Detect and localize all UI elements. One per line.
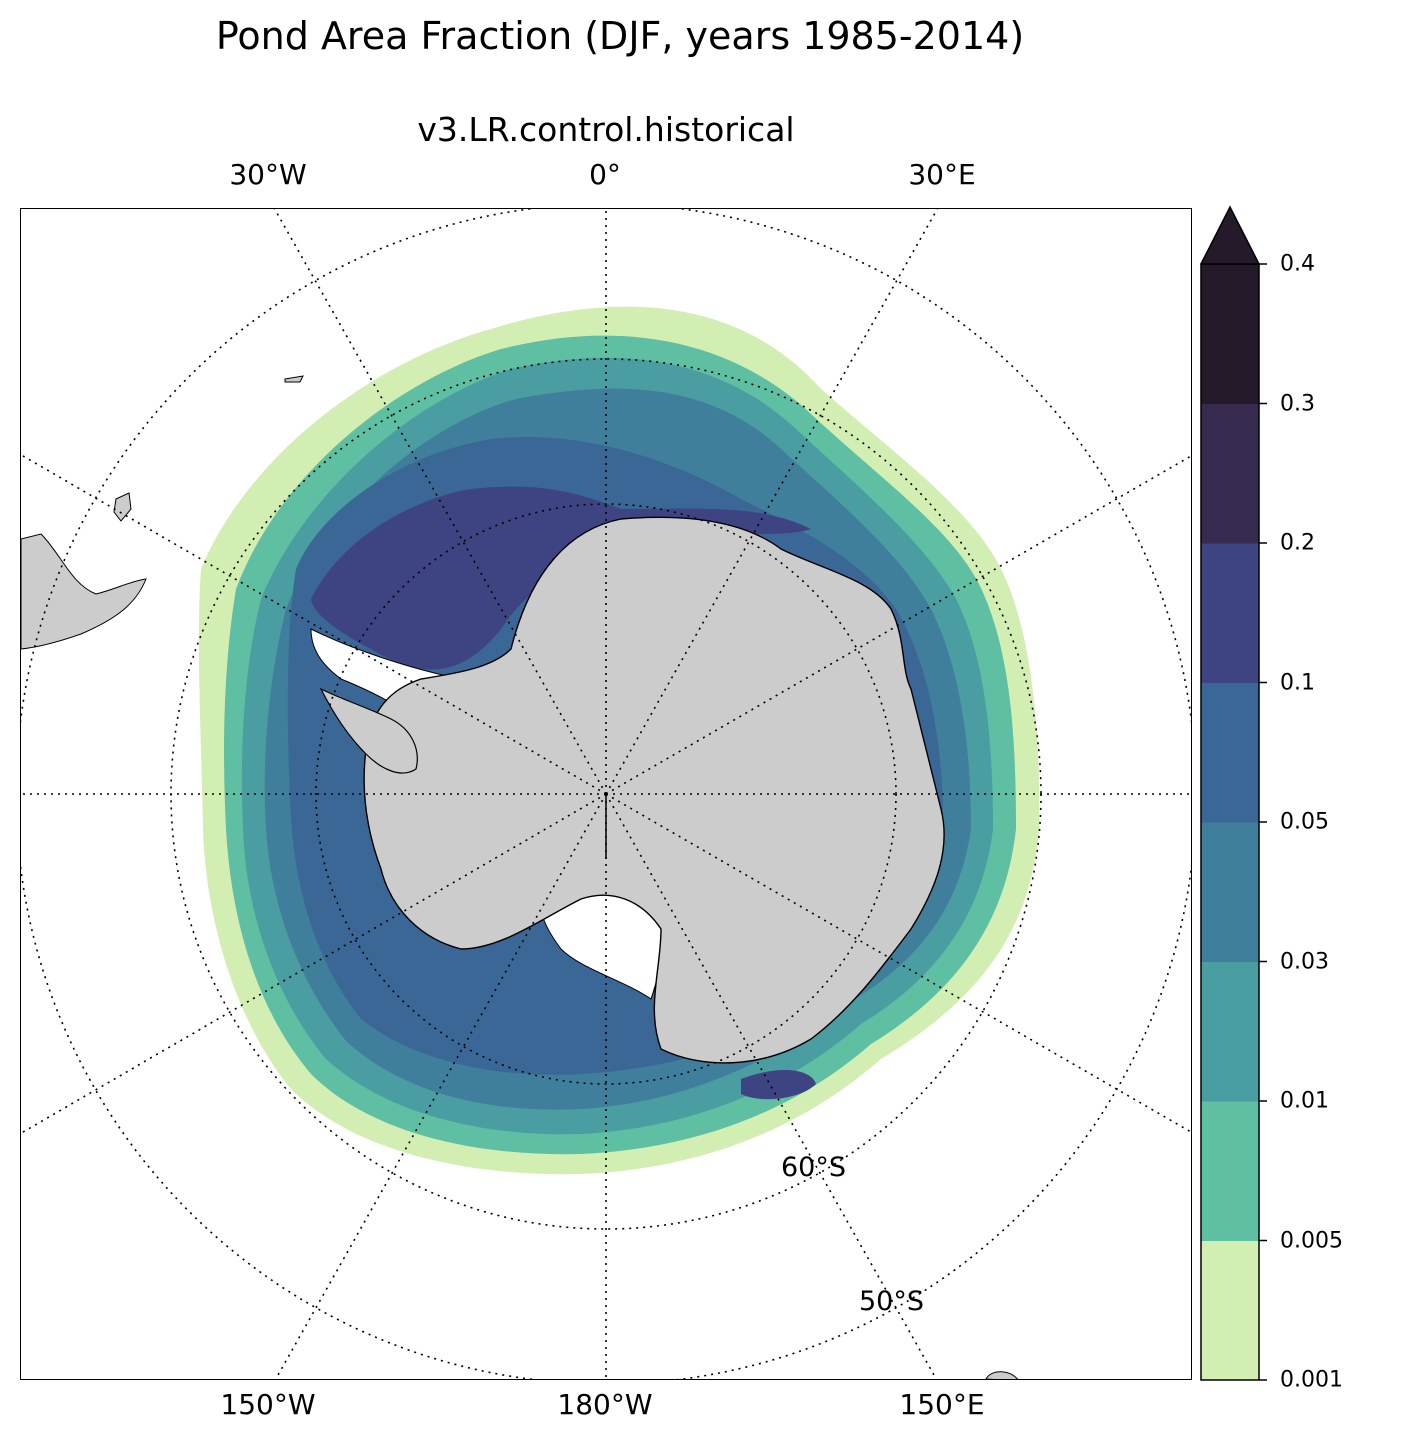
south-america-land bbox=[21, 533, 147, 650]
colorbar-tick-label: 0.001 bbox=[1280, 1367, 1343, 1393]
colorbar-band bbox=[1201, 961, 1259, 1102]
colorbar-band bbox=[1201, 264, 1259, 404]
polar-map[interactable] bbox=[21, 209, 1192, 1380]
map-frame[interactable]: 60°S 50°S bbox=[20, 208, 1192, 1380]
lon-label-bottom-center: 180°W bbox=[557, 1388, 653, 1421]
antarctic-peninsula bbox=[319, 687, 418, 774]
lon-label-top-right: 30°E bbox=[908, 158, 976, 191]
colorbar-band bbox=[1201, 822, 1259, 962]
island bbox=[985, 1371, 1018, 1379]
lat-label-50s: 50°S bbox=[859, 1286, 924, 1317]
lon-label-bottom-left: 150°W bbox=[220, 1388, 316, 1421]
figure-subtitle: v3.LR.control.historical bbox=[417, 110, 795, 149]
figure-title: Pond Area Fraction (DJF, years 1985-2014… bbox=[215, 14, 1025, 58]
lat-label-60s: 60°S bbox=[781, 1152, 846, 1183]
colorbar-tick-label: 0.05 bbox=[1280, 809, 1329, 835]
colorbar-band bbox=[1201, 682, 1259, 823]
colorbar-extend-arrow bbox=[1199, 205, 1261, 265]
colorbar-frame bbox=[1200, 263, 1260, 1381]
colorbar-band bbox=[1201, 1101, 1259, 1241]
colorbar-band bbox=[1201, 403, 1259, 544]
colorbar-band bbox=[1201, 543, 1259, 683]
colorbar-bands bbox=[1200, 263, 1260, 1381]
colorbar-tick-label: 0.3 bbox=[1280, 391, 1315, 416]
band-0.1-ross bbox=[741, 1069, 816, 1100]
colorbar-tick-label: 0.01 bbox=[1280, 1088, 1329, 1114]
colorbar-ticks bbox=[1259, 263, 1267, 1381]
lon-gridlines bbox=[21, 209, 1191, 1379]
colorbar-tick-label: 0.1 bbox=[1280, 670, 1315, 695]
colorbar-tick-label: 0.005 bbox=[1280, 1228, 1343, 1253]
colorbar-tick-label: 0.2 bbox=[1280, 530, 1315, 556]
island bbox=[284, 375, 304, 383]
colorbar-tick-label: 0.03 bbox=[1280, 949, 1329, 974]
lon-label-bottom-right: 150°E bbox=[899, 1388, 985, 1421]
lon-label-top-left: 30°W bbox=[229, 158, 307, 191]
antarctica-land bbox=[363, 516, 945, 1064]
lon-label-top-center: 0° bbox=[589, 158, 621, 191]
colorbar-tick-label: 0.4 bbox=[1280, 251, 1315, 277]
colorbar-band bbox=[1201, 1240, 1259, 1381]
island bbox=[113, 492, 132, 522]
